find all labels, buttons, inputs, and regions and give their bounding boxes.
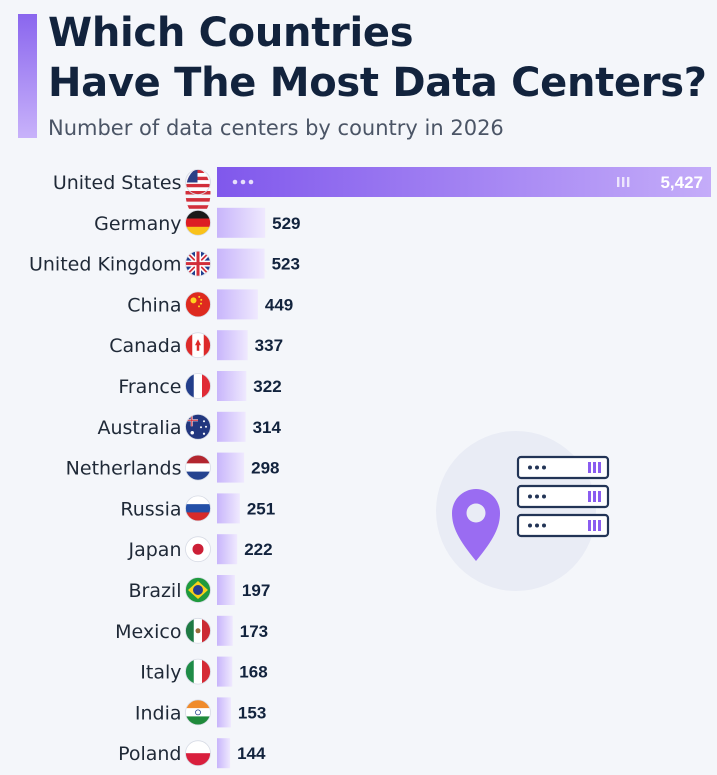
category-label-australia: Australia — [97, 417, 181, 439]
bar-france — [217, 371, 247, 401]
category-label-poland: Poland — [118, 743, 181, 765]
bar-poland — [217, 738, 231, 769]
category-label-united-kingdom: United Kingdom — [29, 254, 182, 276]
bar-india — [217, 697, 231, 728]
value-label-canada: 337 — [255, 336, 283, 355]
flag-nl-icon — [185, 454, 211, 481]
value-label-germany: 529 — [272, 214, 300, 233]
bar-germany — [217, 207, 266, 238]
bar-slots-icon — [617, 177, 630, 187]
flag-au-icon — [185, 413, 211, 440]
bar-australia — [217, 411, 246, 442]
location-pin-server-rack-icon — [436, 431, 610, 591]
category-label-france: France — [118, 376, 181, 398]
bar-netherlands — [217, 452, 245, 483]
category-label-china: China — [127, 294, 181, 316]
category-label-brazil: Brazil — [128, 580, 181, 602]
chart-title-line-1: Which Countries — [48, 10, 414, 56]
bar-italy — [217, 656, 233, 687]
value-label-france: 322 — [253, 377, 281, 396]
value-label-netherlands: 298 — [251, 459, 279, 478]
category-label-netherlands: Netherlands — [66, 458, 182, 480]
bar-dots-icon — [232, 179, 254, 185]
flag-jp-icon — [185, 536, 211, 563]
flag-br-icon — [185, 577, 211, 603]
value-label-united-states: 5,427 — [660, 173, 703, 192]
value-label-united-kingdom: 523 — [272, 255, 300, 274]
value-label-australia: 314 — [253, 418, 282, 437]
category-label-italy: Italy — [140, 662, 181, 684]
bar-japan — [217, 534, 238, 565]
flag-pl-icon — [185, 740, 211, 767]
flag-it-icon — [185, 658, 211, 685]
value-label-japan: 222 — [244, 540, 272, 559]
category-label-india: India — [135, 702, 182, 724]
value-label-poland: 144 — [237, 744, 266, 763]
bar-united-states — [217, 167, 711, 197]
category-label-united-states: United States — [53, 172, 182, 194]
flag-ca-icon — [185, 332, 211, 359]
chart-title: Which Countries Have The Most Data Cente… — [48, 8, 707, 108]
flag-de-icon — [185, 209, 211, 236]
flag-us-icon — [185, 169, 211, 216]
bar-canada — [217, 330, 248, 361]
value-label-china: 449 — [265, 295, 293, 314]
category-label-russia: Russia — [120, 498, 181, 520]
category-label-japan: Japan — [128, 539, 182, 561]
category-label-mexico: Mexico — [115, 621, 181, 643]
flag-cn-icon — [185, 291, 211, 318]
chart-subtitle: Number of data centers by country in 202… — [48, 116, 504, 140]
flag-ru-icon — [185, 495, 211, 522]
bar-russia — [217, 493, 240, 524]
flag-in-icon — [185, 699, 211, 726]
value-label-mexico: 173 — [240, 622, 268, 641]
bar-mexico — [217, 615, 233, 646]
category-label-canada: Canada — [109, 335, 181, 357]
bar-china — [217, 289, 258, 320]
value-label-russia: 251 — [247, 499, 275, 518]
flag-gb-icon — [185, 250, 211, 277]
value-label-italy: 168 — [239, 663, 267, 682]
value-label-india: 153 — [238, 703, 266, 722]
chart-title-line-2: Have The Most Data Centers? — [48, 60, 707, 106]
category-label-germany: Germany — [94, 213, 181, 235]
flag-fr-icon — [185, 373, 211, 399]
bar-brazil — [217, 575, 235, 605]
value-label-brazil: 197 — [242, 581, 270, 600]
flag-mx-icon — [185, 617, 211, 644]
bar-united-kingdom — [217, 248, 265, 279]
title-accent-bar — [18, 14, 37, 138]
